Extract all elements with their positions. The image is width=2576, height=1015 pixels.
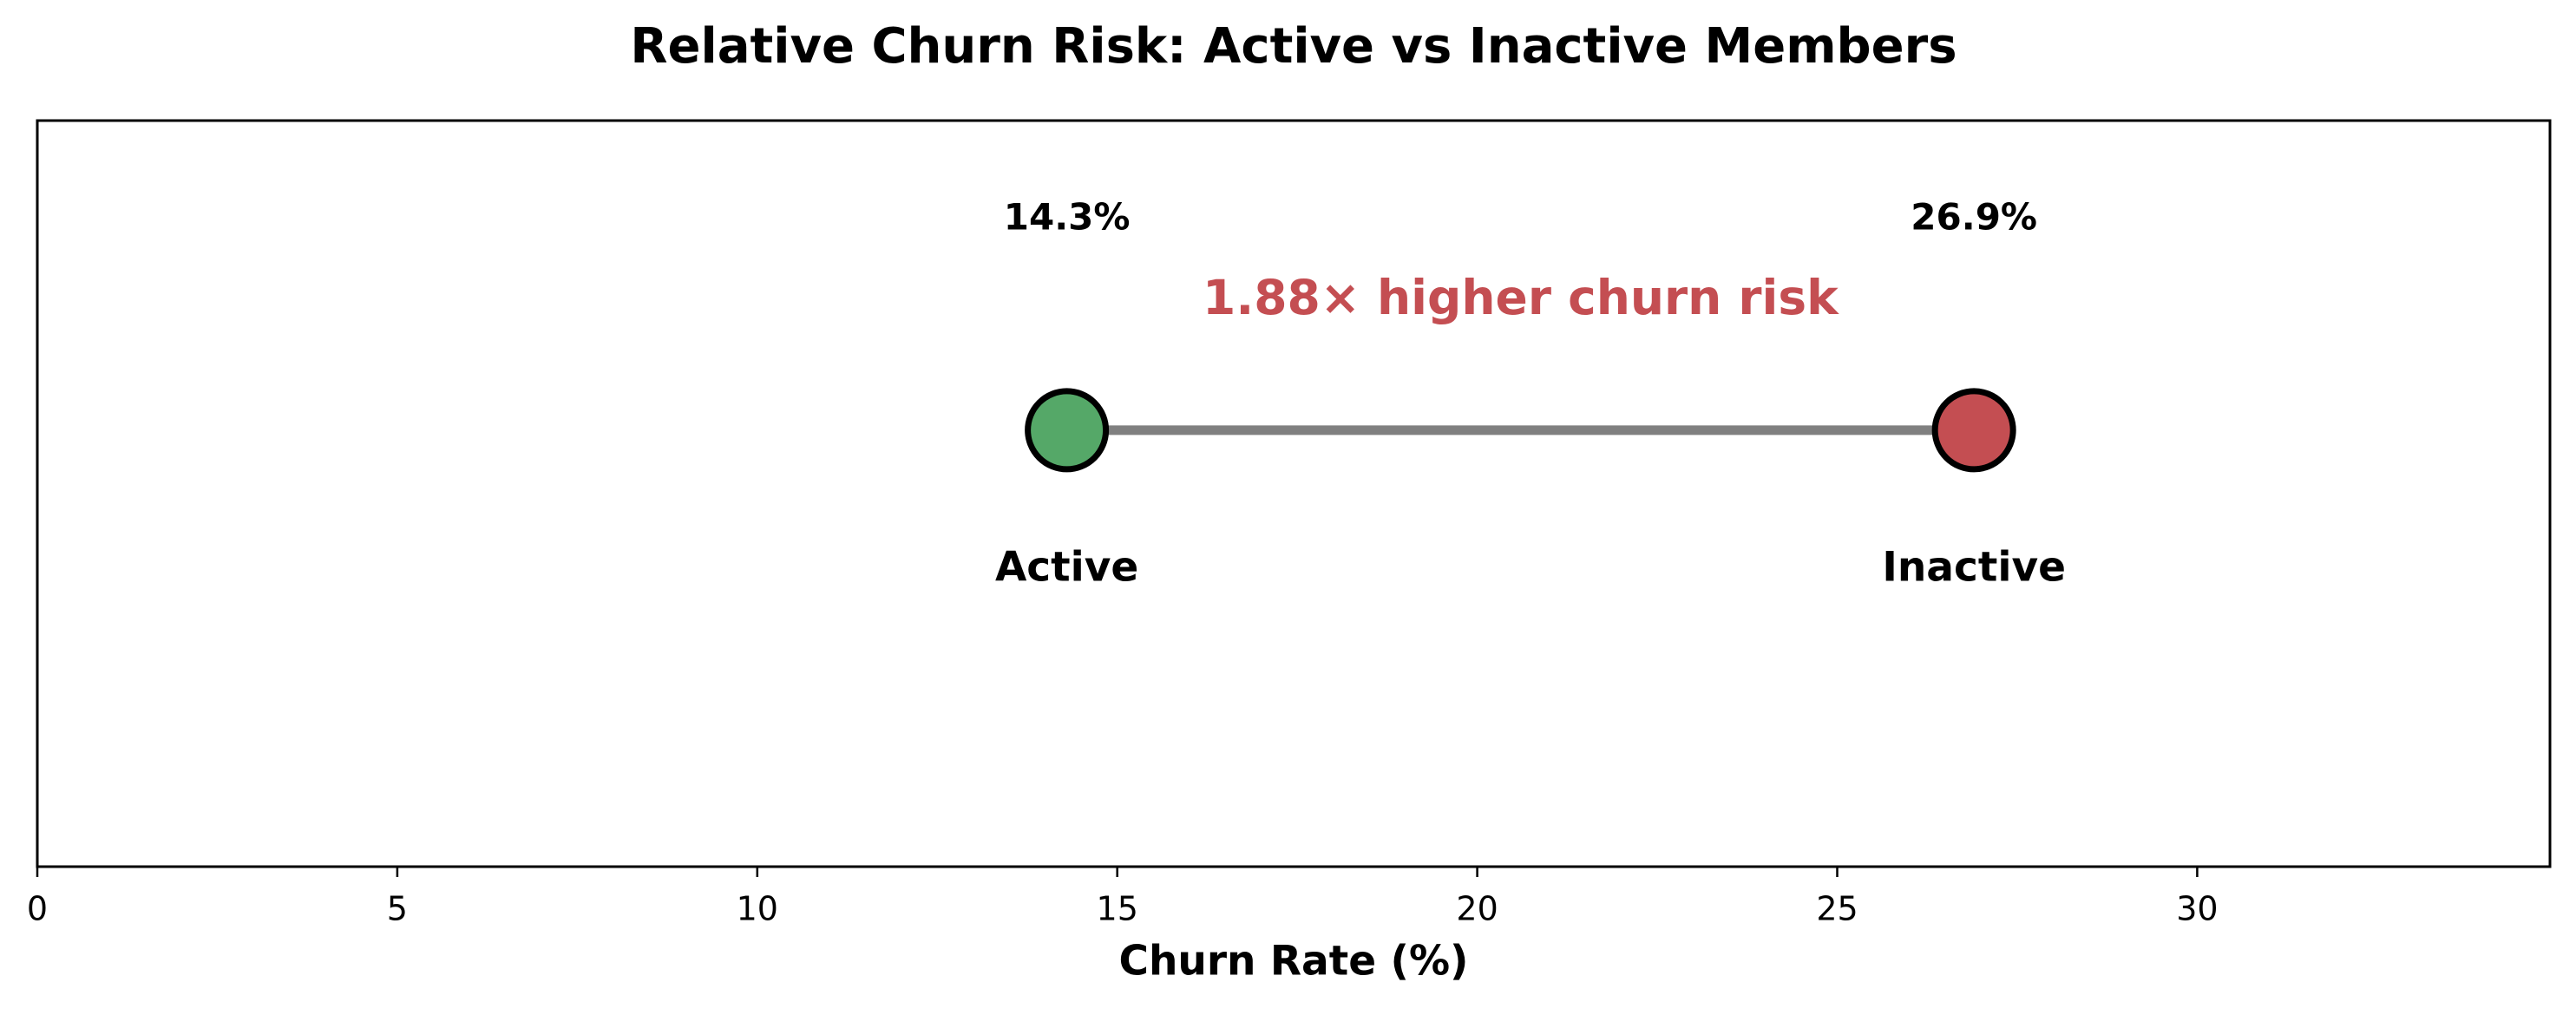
point-active — [1025, 388, 1110, 473]
category-label: Inactive — [1882, 543, 2066, 591]
x-tick-label: 5 — [387, 890, 408, 928]
x-tick-label: 30 — [2176, 890, 2218, 928]
plot-area — [36, 119, 2552, 868]
chart-marks: 14.3% Active 26.9% Inactive — [995, 195, 2066, 591]
x-tick-label: 0 — [27, 890, 48, 928]
x-tick-label: 25 — [1816, 890, 1858, 928]
point-inactive — [1931, 388, 2016, 473]
annotation-text: 1.88× higher churn risk — [1203, 270, 1839, 325]
value-label: 14.3% — [1004, 195, 1131, 238]
value-label: 26.9% — [1911, 195, 2037, 238]
x-tick-label: 10 — [737, 890, 778, 928]
x-axis-ticks: 0 5 10 15 20 25 30 — [27, 867, 2219, 928]
x-tick-label: 20 — [1456, 890, 1498, 928]
x-axis-label: Churn Rate (%) — [1118, 938, 1468, 986]
category-label: Active — [995, 543, 1138, 591]
x-tick-label: 15 — [1097, 890, 1138, 928]
chart-title: Relative Churn Risk: Active vs Inactive … — [630, 18, 1957, 75]
